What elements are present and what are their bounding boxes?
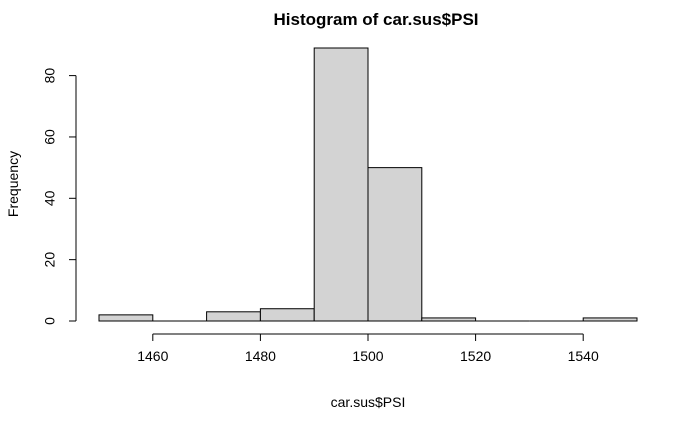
x-tick-label: 1540 [568,348,599,364]
y-axis: 0 20 40 60 80 [42,68,77,325]
bars-group [98,47,638,322]
histogram-bar-2 [206,311,261,322]
y-tick-label: 20 [42,252,58,268]
y-axis-label: Frequency [5,151,21,217]
x-tick-label: 1520 [460,348,491,364]
chart-title: Histogram of car.sus$PSI [273,10,478,29]
histogram-bar-3 [259,308,315,322]
y-tick-label: 40 [42,190,58,206]
histogram-bar-4 [313,47,369,322]
x-tick-label: 1500 [352,348,383,364]
x-axis: 1460 1480 1500 1520 1540 [137,333,599,364]
histogram-bar-5 [367,167,423,322]
x-tick-label: 1460 [137,348,168,364]
y-tick-label: 60 [42,129,58,145]
y-tick-label: 0 [42,317,58,325]
y-tick-label: 80 [42,68,58,84]
histogram-bar-0 [98,314,154,322]
x-axis-label: car.sus$PSI [331,394,406,410]
histogram-bar-9 [582,317,638,322]
histogram-bar-6 [421,317,477,322]
x-tick-label: 1480 [245,348,276,364]
